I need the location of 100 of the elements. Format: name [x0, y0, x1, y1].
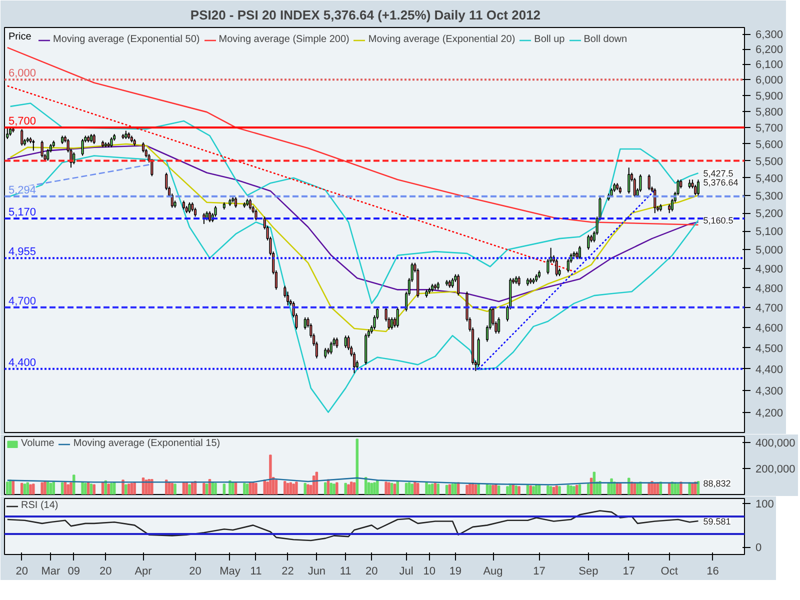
candlestick	[208, 210, 211, 223]
legend-label: Moving average (Exponential 20)	[368, 34, 516, 45]
y-tick-label: 5,100	[756, 226, 784, 238]
legend-label: Volume	[21, 438, 54, 449]
candlestick	[81, 138, 84, 156]
candlestick	[110, 136, 113, 148]
ref-line-label: 4,955	[8, 246, 36, 258]
ref-line-label: 5,294	[8, 184, 36, 196]
candlestick	[344, 335, 347, 348]
line-series	[6, 510, 699, 542]
candlestick	[696, 179, 700, 198]
y-tick-label: 5,400	[756, 172, 784, 185]
legend-label: Moving average (Exponential 50)	[53, 34, 200, 45]
x-tick-label: 11	[250, 566, 262, 578]
x-tick-label: Oct	[660, 566, 678, 578]
y-tick-label: 4,200	[756, 407, 784, 420]
y-tick-label: 5,500	[756, 156, 784, 168]
y-tick-label: 5,200	[756, 208, 784, 220]
legend-title: Price	[8, 32, 32, 42]
candlestick	[587, 234, 590, 250]
legend-label: Boll down	[584, 34, 628, 45]
candlestick	[254, 209, 258, 221]
x-tick-label: 20	[100, 566, 112, 578]
x-tick-label: May	[220, 566, 241, 578]
y-tick-label: 5,900	[756, 90, 784, 102]
candlestick	[336, 337, 338, 348]
legend-label: RSI (14)	[21, 500, 58, 511]
y-tick-label: 4,300	[756, 385, 784, 398]
y-tick-label: 4,600	[756, 322, 784, 334]
ref-line-label: 4,700	[8, 295, 36, 308]
legend-label: Moving average (Simple 200)	[218, 34, 350, 45]
annotation: 59.581	[703, 516, 731, 526]
candlestick	[304, 316, 306, 330]
y-tick-label: 5,600	[756, 138, 784, 151]
x-tick-label: 09	[68, 566, 80, 578]
candlestick	[498, 316, 500, 334]
candlestick	[648, 174, 650, 191]
y-tick-label: 5,000	[756, 244, 784, 257]
x-tick-label: Aug	[483, 566, 503, 578]
candlestick	[578, 245, 581, 260]
candlestick	[248, 198, 252, 210]
x-tick-label: 20	[16, 566, 28, 578]
candlestick	[188, 202, 191, 214]
annotation: 5,427.5	[703, 168, 734, 179]
x-tick-label: 17	[622, 566, 636, 578]
candlestick	[32, 139, 35, 152]
x-tick-label: 22	[282, 566, 294, 578]
candlestick	[396, 306, 399, 328]
candlestick	[20, 128, 24, 146]
candlestick	[40, 140, 44, 158]
y-tick-label: 4,400	[756, 364, 784, 376]
annotation: 5,376.64	[703, 177, 738, 188]
candlestick	[324, 347, 327, 359]
candlestick	[72, 152, 76, 165]
y-tick-label: 100	[756, 498, 774, 510]
x-tick-label: 16	[706, 566, 719, 578]
x-tick-label: Jul	[399, 566, 414, 578]
x-tick-label: Jun	[308, 566, 326, 578]
y-tick-label: 400,000	[756, 437, 796, 450]
candlestick	[555, 258, 558, 277]
line-series	[10, 102, 699, 304]
candlestick	[234, 196, 238, 208]
x-tick-label: 17	[533, 566, 546, 578]
y-tick-label: 5,700	[756, 122, 784, 134]
y-tick-label: 5,800	[756, 106, 784, 118]
y-tick-label: 4,500	[756, 342, 784, 355]
line-series	[10, 155, 699, 413]
chart-title: PSI20 - PSI 20 INDEX 5,376.64 (+1.25%) Daily 11 Oct 2012	[190, 8, 541, 22]
x-tick-label: Sep	[578, 566, 598, 578]
y-tick-label: 6,300	[756, 29, 784, 42]
legend-label: Boll up	[534, 34, 565, 45]
x-tick-label: 10	[423, 566, 436, 578]
legend-label: Moving average (Exponential 15)	[73, 438, 220, 449]
candlestick	[451, 278, 454, 288]
x-tick-label: Mar	[41, 566, 61, 578]
annotation: 88,832	[703, 478, 731, 488]
line-series	[6, 46, 699, 226]
x-tick-label: Apr	[134, 566, 152, 578]
y-tick-label: 200,000	[756, 463, 796, 476]
x-tick-label: 19	[449, 566, 462, 578]
candlestick	[639, 174, 642, 192]
candlestick	[628, 167, 630, 194]
x-tick-label: 20	[189, 566, 202, 578]
candlestick	[518, 276, 520, 286]
y-tick-label: 5,300	[756, 190, 784, 202]
candlestick	[457, 274, 460, 296]
ref-line-label: 5,170	[8, 206, 36, 219]
y-tick-label: 4,700	[756, 302, 784, 314]
candlestick	[92, 134, 96, 144]
line-series	[6, 477, 699, 486]
y-tick-label: 6,200	[756, 44, 784, 56]
y-tick-label: 6,000	[756, 74, 784, 87]
ref-line-label: 6,000	[8, 68, 36, 80]
x-tick-label: 20	[365, 566, 378, 578]
ref-line-label: 4,400	[8, 356, 36, 369]
y-tick-label: 4,800	[756, 282, 784, 295]
x-tick-label: 11	[340, 566, 352, 578]
annotation: 5,160.5	[703, 216, 734, 226]
candlestick	[390, 316, 394, 330]
y-tick-label: 0	[756, 542, 762, 554]
